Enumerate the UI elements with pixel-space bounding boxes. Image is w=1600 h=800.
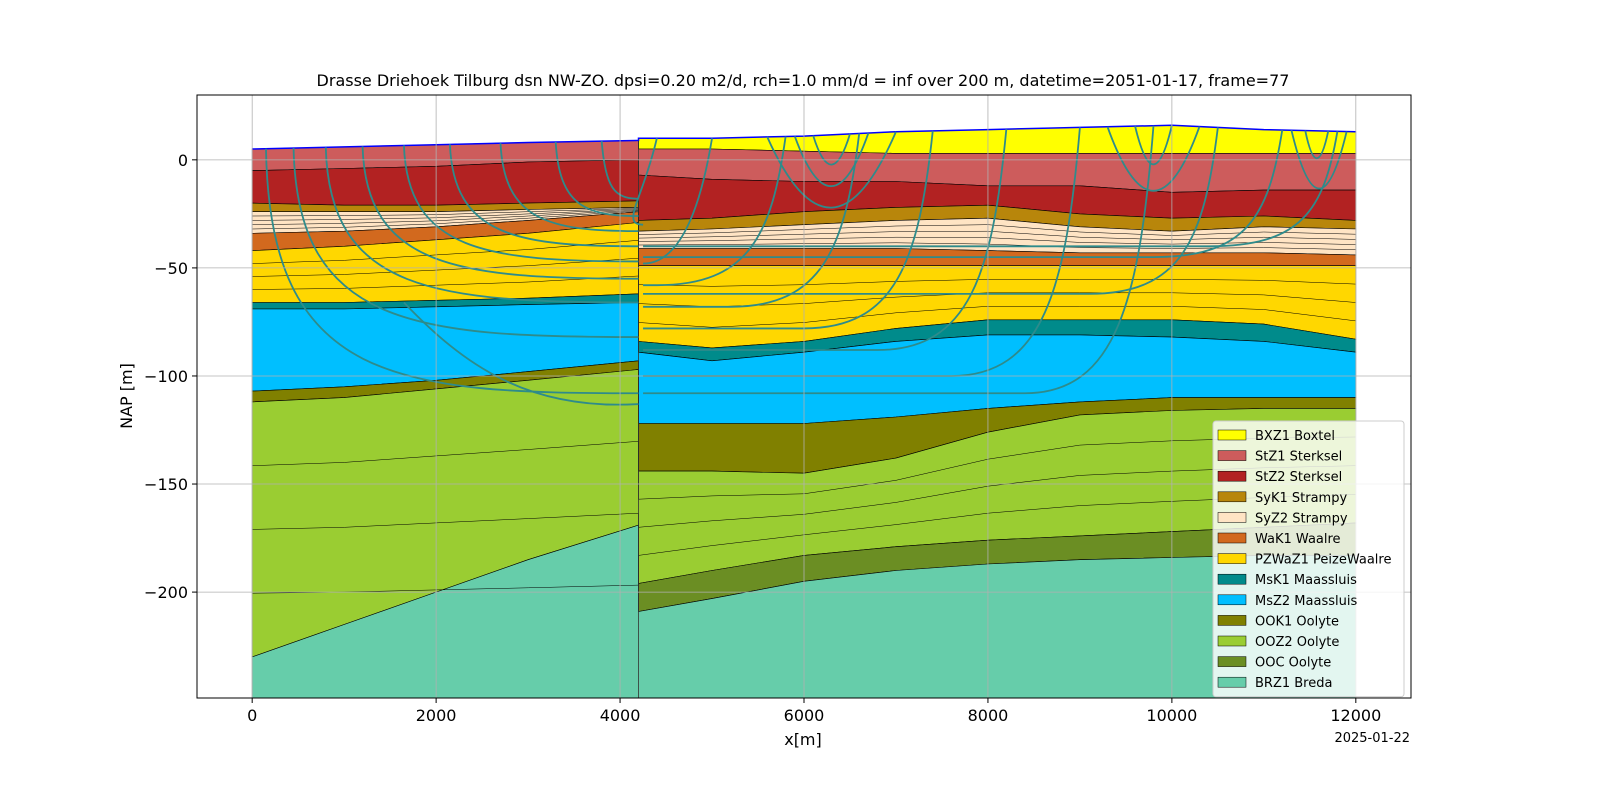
x-tick-label: 4000 bbox=[600, 706, 641, 725]
legend-swatch bbox=[1217, 532, 1247, 544]
legend-swatch bbox=[1217, 553, 1247, 564]
legend: BXZ1 Boxtel StZ1 Sterksel StZ2 Sterksel SyK… bbox=[1212, 420, 1405, 698]
legend-entry: MsK1 Maassluis bbox=[1255, 573, 1357, 588]
streamline bbox=[643, 131, 1339, 248]
legend-swatch bbox=[1217, 450, 1247, 461]
legend-entry: MsZ2 Maassluis bbox=[1255, 594, 1357, 609]
legend-swatch bbox=[1217, 470, 1247, 482]
legend-entry: WaK1 Waalre bbox=[1255, 532, 1341, 547]
x-tick-label: 2000 bbox=[416, 706, 457, 725]
y-axis-label: NAP [m] bbox=[117, 363, 136, 429]
legend-swatch bbox=[1217, 676, 1247, 688]
legend-swatch bbox=[1217, 491, 1247, 503]
streamline bbox=[1134, 125, 1173, 165]
date-stamp: 2025-01-22 bbox=[1334, 731, 1410, 746]
legend-entry: StZ2 Sterksel bbox=[1255, 470, 1342, 485]
streamline bbox=[361, 146, 639, 280]
legend-entry: BRZ1 Breda bbox=[1255, 676, 1332, 691]
y-tick-label: 0 bbox=[178, 151, 188, 170]
legend-swatch bbox=[1217, 512, 1247, 523]
streamline bbox=[643, 125, 1155, 395]
streamline bbox=[449, 144, 639, 248]
streamline bbox=[643, 130, 934, 330]
y-tick-label: −50 bbox=[154, 259, 188, 278]
sublayer-line bbox=[252, 436, 1356, 500]
x-axis: 0 2000 4000 6000 8000 10000 12000 bbox=[247, 698, 1381, 725]
streamline bbox=[403, 145, 639, 263]
legend-swatch bbox=[1217, 635, 1247, 647]
streamline bbox=[643, 129, 1284, 258]
legend-swatch bbox=[1217, 429, 1247, 441]
sublayer-line bbox=[252, 209, 1356, 245]
sublayer-line bbox=[252, 275, 1356, 328]
streamline bbox=[643, 136, 787, 287]
streamline bbox=[600, 141, 639, 200]
plot-area bbox=[196, 94, 1412, 699]
streamline bbox=[1290, 130, 1348, 190]
x-tick-label: 10000 bbox=[1146, 706, 1197, 725]
x-axis-label: x[m] bbox=[784, 730, 822, 749]
sublayer-line bbox=[252, 210, 1356, 250]
legend-entry: BXZ1 Boxtel bbox=[1255, 429, 1335, 444]
legend-entry: OOZ2 Oolyte bbox=[1255, 635, 1339, 650]
streamline bbox=[812, 133, 851, 166]
legend-entry: OOC Oolyte bbox=[1255, 656, 1331, 671]
legend-entry: StZ1 Sterksel bbox=[1255, 450, 1342, 465]
x-tick-label: 6000 bbox=[784, 706, 825, 725]
sublayer-line bbox=[252, 465, 1356, 530]
streamline bbox=[793, 132, 870, 188]
streamline bbox=[324, 147, 639, 304]
y-tick-label: −100 bbox=[144, 367, 188, 386]
streamline bbox=[766, 131, 897, 209]
legend-box bbox=[1212, 420, 1405, 698]
sublayer-line bbox=[252, 208, 1356, 236]
legend-entry: SyK1 Strampy bbox=[1255, 491, 1347, 506]
legend-swatch bbox=[1217, 573, 1247, 585]
grid-group bbox=[197, 95, 1411, 698]
sublayer-line bbox=[252, 240, 1356, 287]
streamline bbox=[643, 127, 1219, 295]
streamline bbox=[499, 143, 639, 233]
streamline bbox=[632, 138, 658, 226]
legend-entry: OOK1 Oolyte bbox=[1255, 614, 1339, 629]
legend-entry: SyZ2 Strampy bbox=[1255, 511, 1348, 526]
x-tick-label: 0 bbox=[247, 706, 257, 725]
streamline bbox=[643, 129, 1008, 351]
legend-swatch bbox=[1217, 615, 1247, 626]
streamline bbox=[265, 148, 639, 395]
streamline bbox=[292, 148, 639, 338]
x-tick-label: 12000 bbox=[1330, 706, 1381, 725]
x-tick-label: 8000 bbox=[968, 706, 1009, 725]
sublayer-line bbox=[252, 494, 1356, 594]
legend-entry: PZWaZ1 PeizeWaalre bbox=[1255, 553, 1391, 568]
y-axis: 0 −50 −100 −150 −200 bbox=[144, 151, 197, 602]
legend-swatch bbox=[1217, 594, 1247, 606]
y-tick-label: −200 bbox=[144, 583, 188, 602]
streamline bbox=[554, 141, 639, 217]
y-tick-label: −150 bbox=[144, 475, 188, 494]
chart-title: Drasse Driehoek Tilburg dsn NW-ZO. dpsi=… bbox=[317, 71, 1290, 90]
streamline bbox=[1106, 126, 1201, 192]
streamline bbox=[643, 138, 713, 265]
legend-swatch bbox=[1217, 656, 1247, 667]
streamline bbox=[643, 127, 1081, 377]
streamline bbox=[403, 301, 639, 406]
streamline bbox=[1304, 130, 1330, 160]
ground-surface-line bbox=[252, 124, 1356, 150]
